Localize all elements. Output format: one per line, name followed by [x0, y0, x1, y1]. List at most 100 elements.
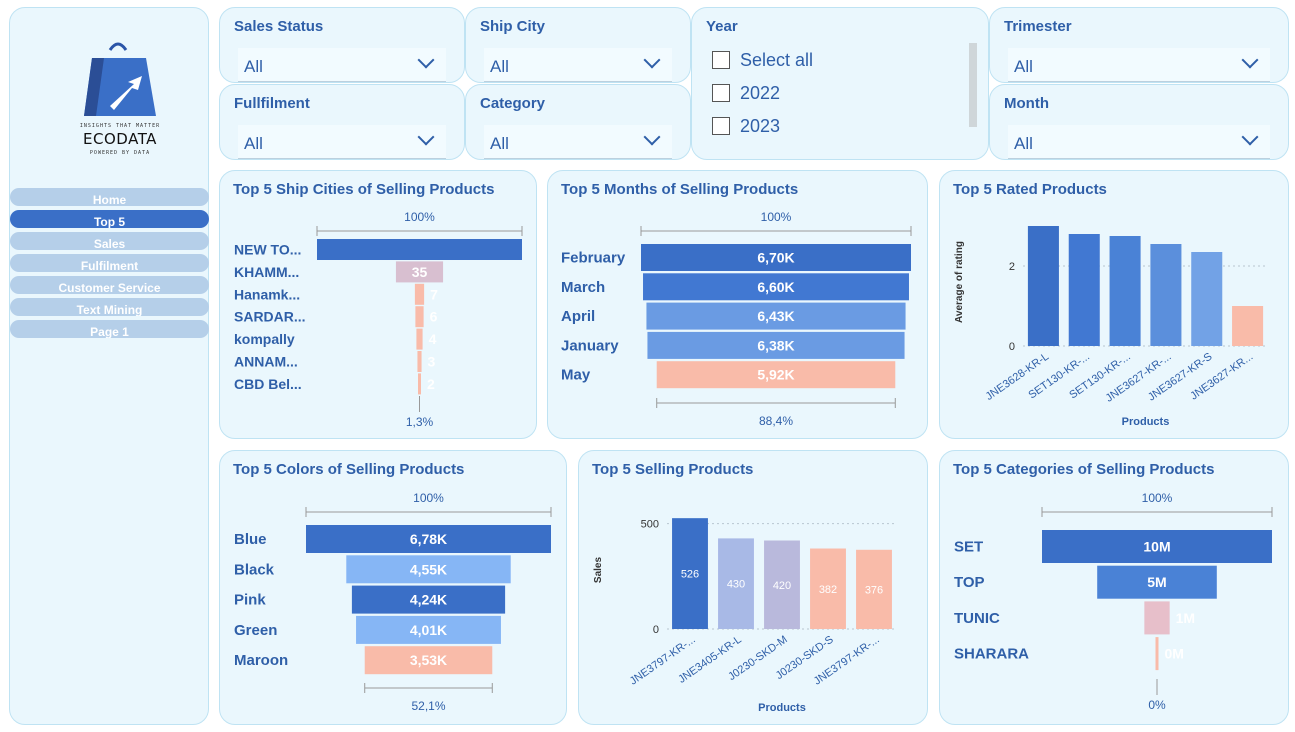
funnel-bar [646, 302, 906, 330]
data-label: 35 [412, 264, 428, 280]
data-label: 6,78K [410, 531, 447, 547]
category-label: NEW TO... [234, 242, 301, 258]
funnel-bar [1042, 530, 1272, 563]
funnel-bar [364, 646, 493, 675]
funnel-bar [416, 328, 423, 350]
category-label: May [561, 367, 591, 384]
data-label: 420 [773, 580, 791, 592]
nav-text-mining[interactable]: Text Mining [10, 298, 209, 316]
nav-fulfilment[interactable]: Fulfilment [10, 254, 209, 272]
category-dropdown[interactable]: All [484, 125, 672, 159]
chart-title: Top 5 Selling Products [592, 461, 754, 478]
chevron-down-icon [417, 128, 435, 146]
category-label: SET [954, 539, 983, 556]
category-label: SHARARA [954, 646, 1029, 663]
fulfilment-dropdown[interactable]: All [238, 125, 446, 159]
data-label: 1M [1176, 610, 1195, 626]
funnel-top-label: 100% [404, 210, 435, 224]
chevron-down-icon [417, 51, 435, 69]
trimester-dropdown[interactable]: All [1008, 48, 1270, 82]
funnel-top-label: 100% [413, 491, 444, 505]
year-option-2023[interactable]: 2023 [712, 115, 780, 137]
ship-city-dropdown[interactable]: All [484, 48, 672, 82]
data-label: 3,53K [410, 652, 447, 668]
chart-colors: 100% Blue 6,78K Black 4,55K Pink 4,24K Green 4,0… [219, 450, 567, 725]
funnel-bottom-label: 52,1% [411, 699, 445, 713]
chevron-down-icon [1241, 128, 1259, 146]
column-bar [856, 549, 892, 629]
chart-title: Top 5 Rated Products [953, 181, 1107, 198]
column-bar [764, 540, 800, 629]
category-label: Green [234, 622, 277, 639]
month-dropdown[interactable]: All [1008, 125, 1270, 159]
funnel-bar [414, 283, 425, 305]
data-label: 430 [727, 579, 745, 591]
funnel-bar [415, 306, 424, 328]
category-label: Hanamk... [234, 286, 300, 302]
checkbox[interactable] [712, 51, 730, 69]
column-bar [1232, 306, 1264, 346]
year-option-2022[interactable]: 2022 [712, 82, 780, 104]
slicer-trimester: Trimester All [989, 7, 1289, 83]
nav-page-1[interactable]: Page 1 [10, 320, 209, 338]
column-bar [1027, 226, 1059, 346]
funnel-bar [643, 273, 909, 301]
category-label: TUNIC [954, 610, 1000, 627]
column-bar [1068, 234, 1100, 346]
y-tick-label: 2 [1009, 261, 1015, 273]
chevron-down-icon [643, 51, 661, 69]
data-label: 5,92K [757, 367, 794, 383]
chevron-down-icon [1241, 51, 1259, 69]
chart-title: Top 5 Ship Cities of Selling Products [233, 181, 495, 198]
nav-home[interactable]: Home [10, 188, 209, 206]
funnel-bar [395, 261, 444, 283]
category-label: April [561, 308, 595, 325]
logo-tagline: INSIGHTS THAT MATTER [79, 123, 161, 129]
chart-months: 100% February 6,70K March 6,60K April 6,43K Jan… [547, 170, 928, 439]
funnel-bar [1155, 637, 1159, 671]
slicer-title: Category [480, 95, 546, 112]
funnel-bar [1097, 565, 1217, 599]
slicer-fulfilment: Fullfilment All [219, 84, 465, 160]
funnel-top-label: 100% [1142, 491, 1173, 505]
dropdown-value: All [244, 57, 263, 76]
funnel-bottom-label: 1,3% [406, 415, 434, 429]
data-label: 6,38K [757, 337, 794, 353]
slicer-title: Month [1004, 95, 1049, 112]
category-label: SARDAR... [234, 309, 306, 325]
dropdown-value: All [490, 57, 509, 76]
column-bar [1150, 244, 1182, 346]
nav-customer-service[interactable]: Customer Service [10, 276, 209, 294]
y-tick-label: 0 [1009, 341, 1015, 353]
funnel-bar [656, 361, 896, 389]
sales-status-dropdown[interactable]: All [238, 48, 446, 82]
funnel-bottom-label: 88,4% [759, 414, 793, 428]
funnel-bar [351, 585, 506, 614]
funnel-bar [356, 615, 501, 644]
year-scrollbar[interactable] [969, 43, 977, 127]
funnel-bar [417, 351, 422, 372]
logo-subtitle: POWERED BY DATA [89, 150, 151, 156]
year-option-select-all[interactable]: Select all [712, 49, 813, 71]
nav-sales[interactable]: Sales [10, 232, 209, 250]
chart-ship-cities: 100% NEW TO... KHAMM... 35 Hanamk... 7 SARDAR.… [219, 170, 537, 439]
nav-top-5[interactable]: Top 5 [10, 210, 209, 228]
data-label: 382 [819, 584, 837, 596]
checkbox[interactable] [712, 84, 730, 102]
data-label: 6,70K [757, 250, 794, 266]
category-label: Maroon [234, 652, 288, 669]
slicer-category: Category All [465, 84, 691, 160]
shopping-bag-icon [84, 42, 156, 116]
x-axis-label: Products [1122, 416, 1170, 428]
category-label: kompally [234, 331, 295, 347]
category-label: March [561, 279, 605, 296]
data-label: 6 [430, 309, 438, 325]
logo-name: ECODATA [83, 130, 157, 148]
data-label: 2 [427, 376, 435, 392]
chart-categories: 100% SET 10M TOP 5M TUNIC 1M SHARARA 0M 0% Top 5 … [939, 450, 1289, 725]
y-axis-label: Sales [593, 556, 604, 583]
slicer-ship-city: Ship City All [465, 7, 691, 83]
x-axis-label: Products [758, 702, 806, 714]
checkbox[interactable] [712, 117, 730, 135]
category-label: Black [234, 561, 275, 578]
